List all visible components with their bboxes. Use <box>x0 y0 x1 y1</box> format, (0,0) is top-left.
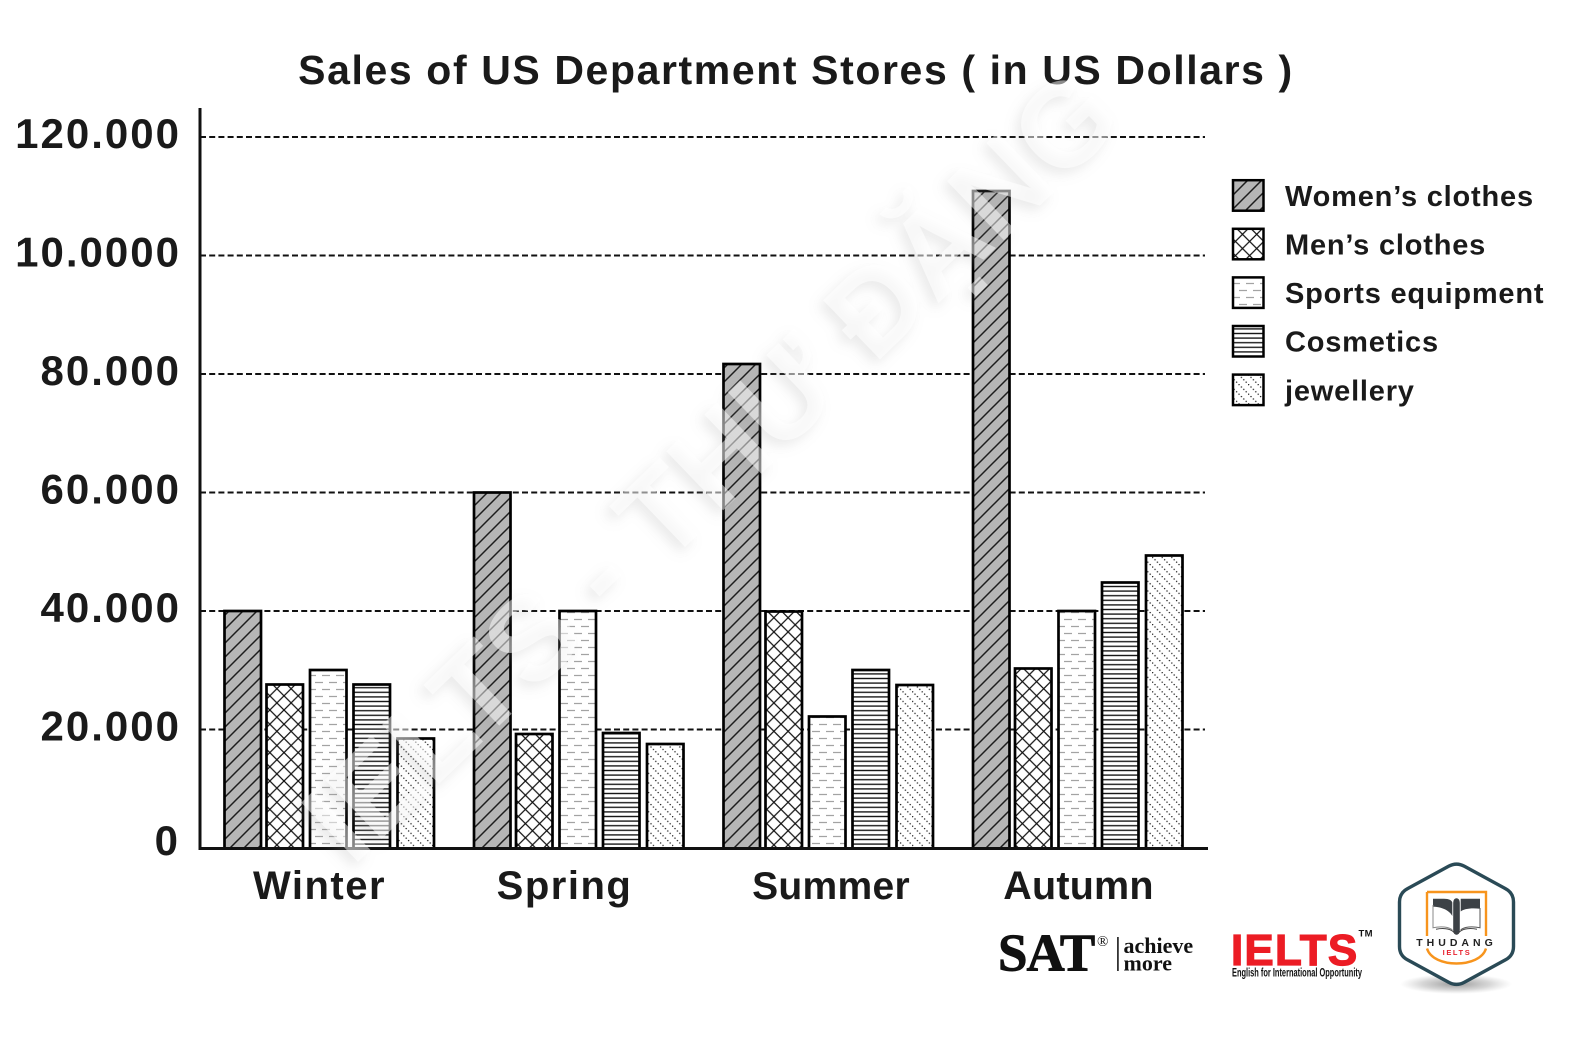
svg-text:more: more <box>1124 951 1173 976</box>
svg-text:TM: TM <box>1359 929 1373 940</box>
svg-text:Sales of US Department Stores: Sales of US Department Stores ( in US Do… <box>298 47 1294 93</box>
svg-text:Autumn: Autumn <box>1003 864 1153 908</box>
svg-text:®: ® <box>1097 934 1108 950</box>
svg-text:IELTS: IELTS <box>1231 926 1358 975</box>
svg-text:Cosmetics: Cosmetics <box>1285 327 1439 359</box>
svg-text:THUDANG: THUDANG <box>1416 937 1497 949</box>
svg-text:Men’s clothes: Men’s clothes <box>1285 230 1486 262</box>
svg-text:20.000: 20.000 <box>41 703 181 750</box>
svg-text:English for International Oppo: English for International Opportunity <box>1232 968 1362 980</box>
svg-text:Spring: Spring <box>497 864 633 908</box>
svg-text:80.000: 80.000 <box>41 347 181 394</box>
svg-text:Winter: Winter <box>253 864 386 908</box>
svg-text:120.000: 120.000 <box>15 110 181 157</box>
svg-text:Summer: Summer <box>752 865 910 908</box>
svg-text:0: 0 <box>155 817 180 864</box>
svg-text:SAT: SAT <box>998 925 1095 983</box>
svg-text:IELTS: IELTS <box>1443 948 1472 957</box>
svg-text:Women’s clothes: Women’s clothes <box>1285 181 1534 213</box>
svg-text:40.000: 40.000 <box>41 584 181 631</box>
svg-text:achieve: achieve <box>1124 933 1194 958</box>
svg-text:10.0000: 10.0000 <box>15 229 181 276</box>
svg-text:Sports equipment: Sports equipment <box>1285 278 1544 310</box>
svg-text:60.000: 60.000 <box>41 466 181 513</box>
svg-text:jewellery: jewellery <box>1284 375 1415 407</box>
